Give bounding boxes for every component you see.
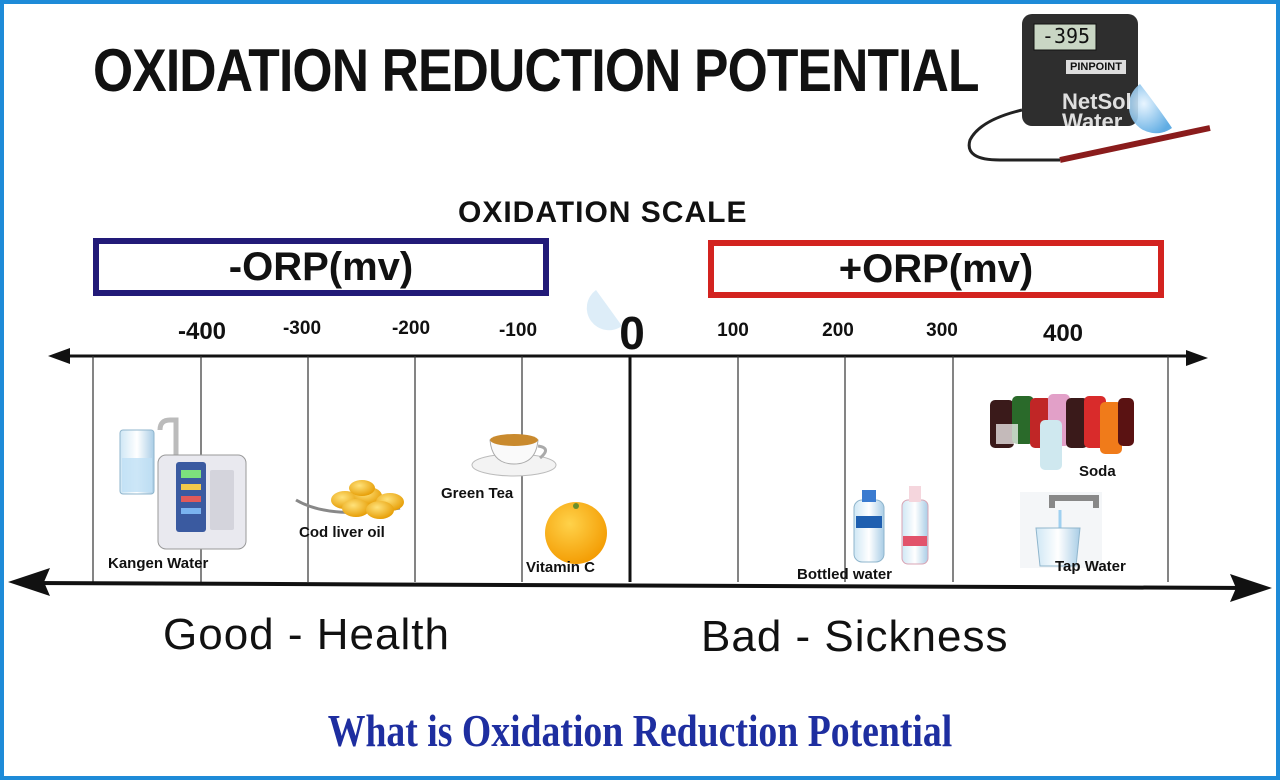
tick-label-neg100: -100 [498, 320, 538, 341]
main-title: OXIDATION REDUCTION POTENTIAL [93, 37, 980, 104]
tick-label-neg400: -400 [177, 318, 227, 345]
tick-label-pos400: 400 [1042, 320, 1084, 347]
label-soda: Soda [1079, 463, 1116, 480]
positive-orp-label: +ORP(mv) [838, 246, 1034, 291]
meter-brand: PINPOINT [1066, 60, 1126, 74]
label-bottled-water: Bottled water [797, 566, 893, 583]
verdict-bad-sickness: Bad - Sickness [701, 612, 1009, 661]
tick-label-zero: 0 [619, 307, 645, 359]
kangen-water-illustration [119, 417, 247, 550]
negative-orp-box: -ORP(mv) [93, 238, 549, 296]
scale-title: OXIDATION SCALE [458, 196, 748, 229]
tick-label-neg200: -200 [391, 318, 431, 339]
negative-orp-label: -ORP(mv) [228, 244, 414, 289]
tick-label-neg300: -300 [282, 318, 322, 339]
lower-axis-arrow [8, 568, 1272, 602]
vitamin-c-illustration [545, 502, 607, 564]
meter-display: -395 [1041, 24, 1091, 48]
label-tap-water: Tap Water [1055, 558, 1126, 575]
tap-water-illustration [1020, 492, 1102, 568]
tick-label-pos100: 100 [717, 320, 749, 341]
tick-label-pos200: 200 [822, 320, 854, 341]
cod-liver-oil-illustration [295, 480, 404, 519]
positive-orp-box: +ORP(mv) [708, 240, 1164, 298]
label-vitamin-c: Vitamin C [526, 559, 595, 576]
meter-watermark: NetSol Water [1062, 89, 1132, 134]
green-tea-illustration [471, 434, 557, 477]
watermark-line-1: NetSol [1062, 89, 1132, 114]
soda-illustration [990, 394, 1134, 470]
watermark-drop-icon [586, 290, 622, 331]
upper-axis-arrow [48, 348, 1208, 366]
label-kangen-water: Kangen Water [108, 555, 209, 572]
tick-label-pos300: 300 [926, 320, 958, 341]
watermark-line-2: Water [1062, 109, 1123, 134]
diagram-frame [4, 4, 1276, 776]
label-cod-liver-oil: Cod liver oil [299, 524, 385, 541]
bottled-water-illustration [853, 486, 929, 565]
label-green-tea: Green Tea [441, 485, 514, 502]
bottom-caption: What is Oxidation Reduction Potential [327, 705, 953, 756]
verdict-good-health: Good - Health [163, 610, 450, 659]
